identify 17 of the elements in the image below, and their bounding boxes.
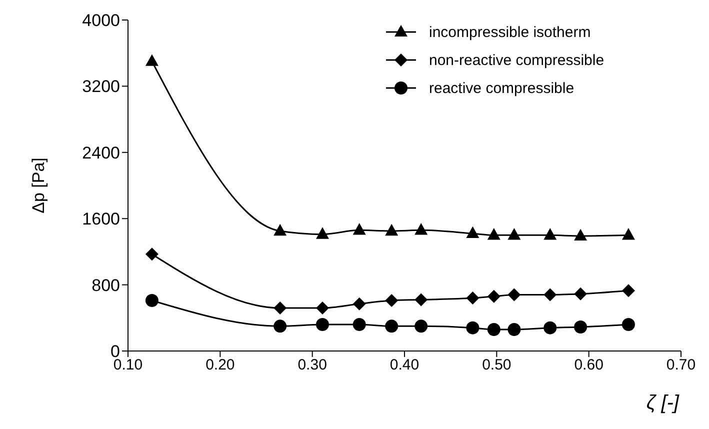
x-tick-label: 0.10 <box>113 356 143 374</box>
x-tick-label: 0.60 <box>574 356 604 374</box>
x-tick-label: 0.30 <box>298 356 327 374</box>
legend-label: non-reactive compressible <box>429 52 604 69</box>
y-tick-label: 800 <box>92 276 120 295</box>
x-tick-label: 0.20 <box>206 356 235 374</box>
y-tick-label: 1600 <box>82 210 120 229</box>
x-tick-label: 0.50 <box>482 356 512 374</box>
y-axis-title: Δp [Pa] <box>29 158 48 214</box>
y-tick-label: 4000 <box>82 11 120 30</box>
legend-label: incompressible isotherm <box>429 24 591 41</box>
x-tick-label: 0.40 <box>390 356 420 374</box>
y-tick-label: 3200 <box>82 77 120 96</box>
x-axis-title: ζ [-] <box>646 392 680 414</box>
legend-label: reactive compressible <box>429 80 574 97</box>
y-tick-label: 2400 <box>82 143 120 162</box>
x-tick-label: 0.70 <box>666 356 696 374</box>
